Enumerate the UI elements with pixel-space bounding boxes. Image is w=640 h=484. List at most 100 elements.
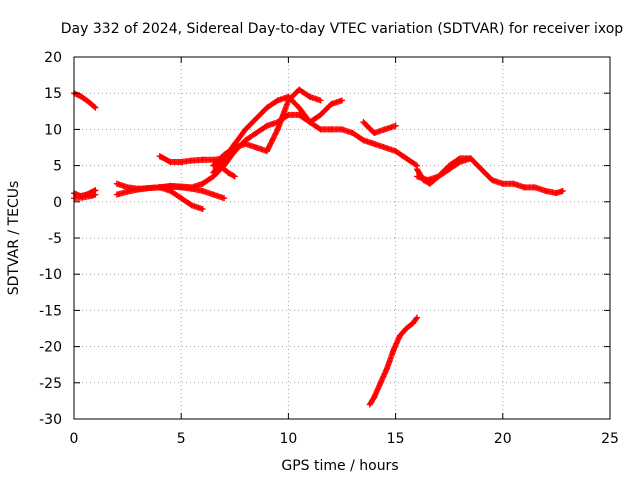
data-point bbox=[263, 148, 270, 155]
data-point bbox=[285, 111, 292, 118]
data-point bbox=[253, 144, 260, 151]
data-point bbox=[366, 401, 373, 408]
data-point bbox=[199, 206, 206, 213]
y-tick-label: -15 bbox=[39, 303, 62, 319]
data-point bbox=[392, 122, 399, 129]
data-point bbox=[371, 140, 378, 147]
data-layer bbox=[71, 86, 566, 408]
data-point bbox=[285, 97, 292, 104]
y-tick-label: -30 bbox=[39, 412, 62, 428]
data-point bbox=[210, 162, 217, 169]
data-point bbox=[253, 130, 260, 137]
data-point bbox=[420, 177, 427, 184]
data-point bbox=[510, 180, 517, 187]
data-point bbox=[414, 166, 421, 173]
y-tick-label: 10 bbox=[44, 122, 62, 138]
data-point bbox=[167, 187, 174, 194]
x-tick-label: 25 bbox=[601, 431, 619, 447]
y-tick-label: 20 bbox=[44, 50, 62, 66]
data-point bbox=[377, 379, 384, 386]
data-point bbox=[381, 144, 388, 151]
data-point bbox=[531, 184, 538, 191]
data-point bbox=[542, 187, 549, 194]
series-arc-10 bbox=[216, 162, 238, 180]
data-point bbox=[296, 104, 303, 111]
y-tick-label: 0 bbox=[53, 195, 62, 211]
y-tick-label: -25 bbox=[39, 376, 62, 392]
data-point bbox=[92, 104, 99, 111]
data-point bbox=[178, 195, 185, 202]
data-point bbox=[317, 111, 324, 118]
y-axis-label: SDTVAR / TECUs bbox=[6, 181, 22, 296]
data-point bbox=[409, 320, 416, 327]
x-tick-label: 0 bbox=[70, 431, 79, 447]
data-point bbox=[328, 101, 335, 108]
data-point bbox=[156, 153, 163, 160]
data-point bbox=[231, 144, 238, 151]
x-tick-label: 5 bbox=[177, 431, 186, 447]
data-point bbox=[317, 97, 324, 104]
data-point bbox=[390, 347, 397, 354]
data-point bbox=[210, 169, 217, 176]
data-point bbox=[426, 180, 433, 187]
data-point bbox=[489, 177, 496, 184]
data-point bbox=[124, 188, 131, 195]
data-point bbox=[199, 180, 206, 187]
data-point bbox=[79, 194, 86, 201]
data-point bbox=[231, 173, 238, 180]
data-point bbox=[414, 314, 421, 321]
data-point bbox=[396, 332, 403, 339]
data-point bbox=[242, 126, 249, 133]
data-point bbox=[339, 126, 345, 133]
y-tick-label: -5 bbox=[48, 231, 62, 247]
series-arc-6 bbox=[156, 184, 206, 213]
data-point bbox=[371, 130, 378, 137]
data-point bbox=[306, 93, 313, 100]
data-point bbox=[113, 180, 120, 187]
data-point bbox=[339, 97, 345, 104]
series-arc-13 bbox=[414, 155, 474, 187]
data-point bbox=[360, 137, 367, 144]
x-tick-label: 20 bbox=[494, 431, 512, 447]
data-point bbox=[467, 155, 474, 162]
data-point bbox=[499, 180, 506, 187]
series-arc-8 bbox=[210, 93, 345, 176]
data-point bbox=[167, 158, 174, 165]
data-point bbox=[306, 119, 313, 126]
data-point bbox=[392, 148, 399, 155]
series-arc-11 bbox=[360, 119, 399, 137]
y-tick-label: -20 bbox=[39, 340, 62, 356]
data-point bbox=[274, 97, 281, 104]
data-point bbox=[135, 186, 142, 193]
data-point bbox=[553, 190, 560, 197]
data-point bbox=[446, 166, 453, 173]
data-point bbox=[559, 187, 566, 194]
data-point bbox=[178, 184, 185, 191]
data-point bbox=[188, 202, 195, 209]
data-point bbox=[317, 126, 324, 133]
axis-layer: 0 5 10 15 20 25 -30 -25 -20 -15 -10 -5 0 5 10 15 20 bbox=[39, 50, 619, 447]
data-point bbox=[296, 86, 303, 93]
series-arc-3 bbox=[71, 191, 99, 202]
data-point bbox=[242, 140, 249, 147]
data-point bbox=[188, 157, 195, 164]
data-point bbox=[146, 185, 153, 192]
data-point bbox=[156, 184, 163, 191]
y-tick-label: -10 bbox=[39, 267, 62, 283]
x-axis-label: GPS time / hours bbox=[281, 458, 398, 474]
data-point bbox=[92, 191, 99, 198]
data-point bbox=[225, 169, 232, 176]
data-point bbox=[456, 158, 463, 165]
data-point bbox=[221, 166, 228, 173]
data-point bbox=[221, 195, 228, 202]
x-tick-label: 15 bbox=[387, 431, 405, 447]
data-point bbox=[360, 119, 367, 126]
y-tick-label: 15 bbox=[44, 86, 62, 102]
data-point bbox=[199, 187, 206, 194]
data-point bbox=[77, 93, 84, 100]
data-point bbox=[349, 130, 356, 137]
data-point bbox=[274, 126, 281, 133]
